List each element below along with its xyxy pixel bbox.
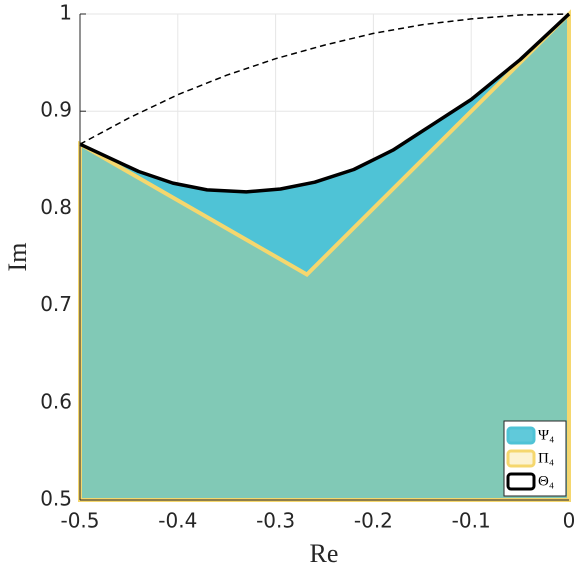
- y-tick-label: 0.5: [40, 487, 72, 511]
- y-axis-label: Im: [3, 243, 32, 272]
- legend-label: Θ₄: [538, 473, 554, 489]
- x-tick-label: -0.4: [158, 509, 197, 533]
- x-axis-label: Re: [310, 539, 339, 568]
- legend-label: Π₄: [538, 450, 554, 466]
- x-tick-label: -0.2: [354, 509, 393, 533]
- y-tick-label: 0.7: [40, 292, 72, 316]
- legend-swatch: [506, 426, 536, 445]
- x-tick-label: -0.5: [60, 509, 99, 533]
- dashed-line: [79, 13, 570, 145]
- legend-label: Ψ₄: [538, 427, 554, 443]
- y-tick-label: 0.9: [40, 98, 72, 122]
- y-tick-label: 1: [59, 1, 72, 25]
- legend-swatch: [506, 449, 536, 468]
- y-tick-label: 0.6: [40, 389, 72, 413]
- legend-swatch: [506, 472, 536, 491]
- y-tick-label: 0.8: [40, 195, 72, 219]
- x-tick-label: -0.3: [256, 509, 295, 533]
- x-tick-label: 0: [563, 509, 576, 533]
- area: [78, 9, 571, 502]
- line: [79, 12, 571, 194]
- x-tick-label: -0.1: [452, 509, 491, 533]
